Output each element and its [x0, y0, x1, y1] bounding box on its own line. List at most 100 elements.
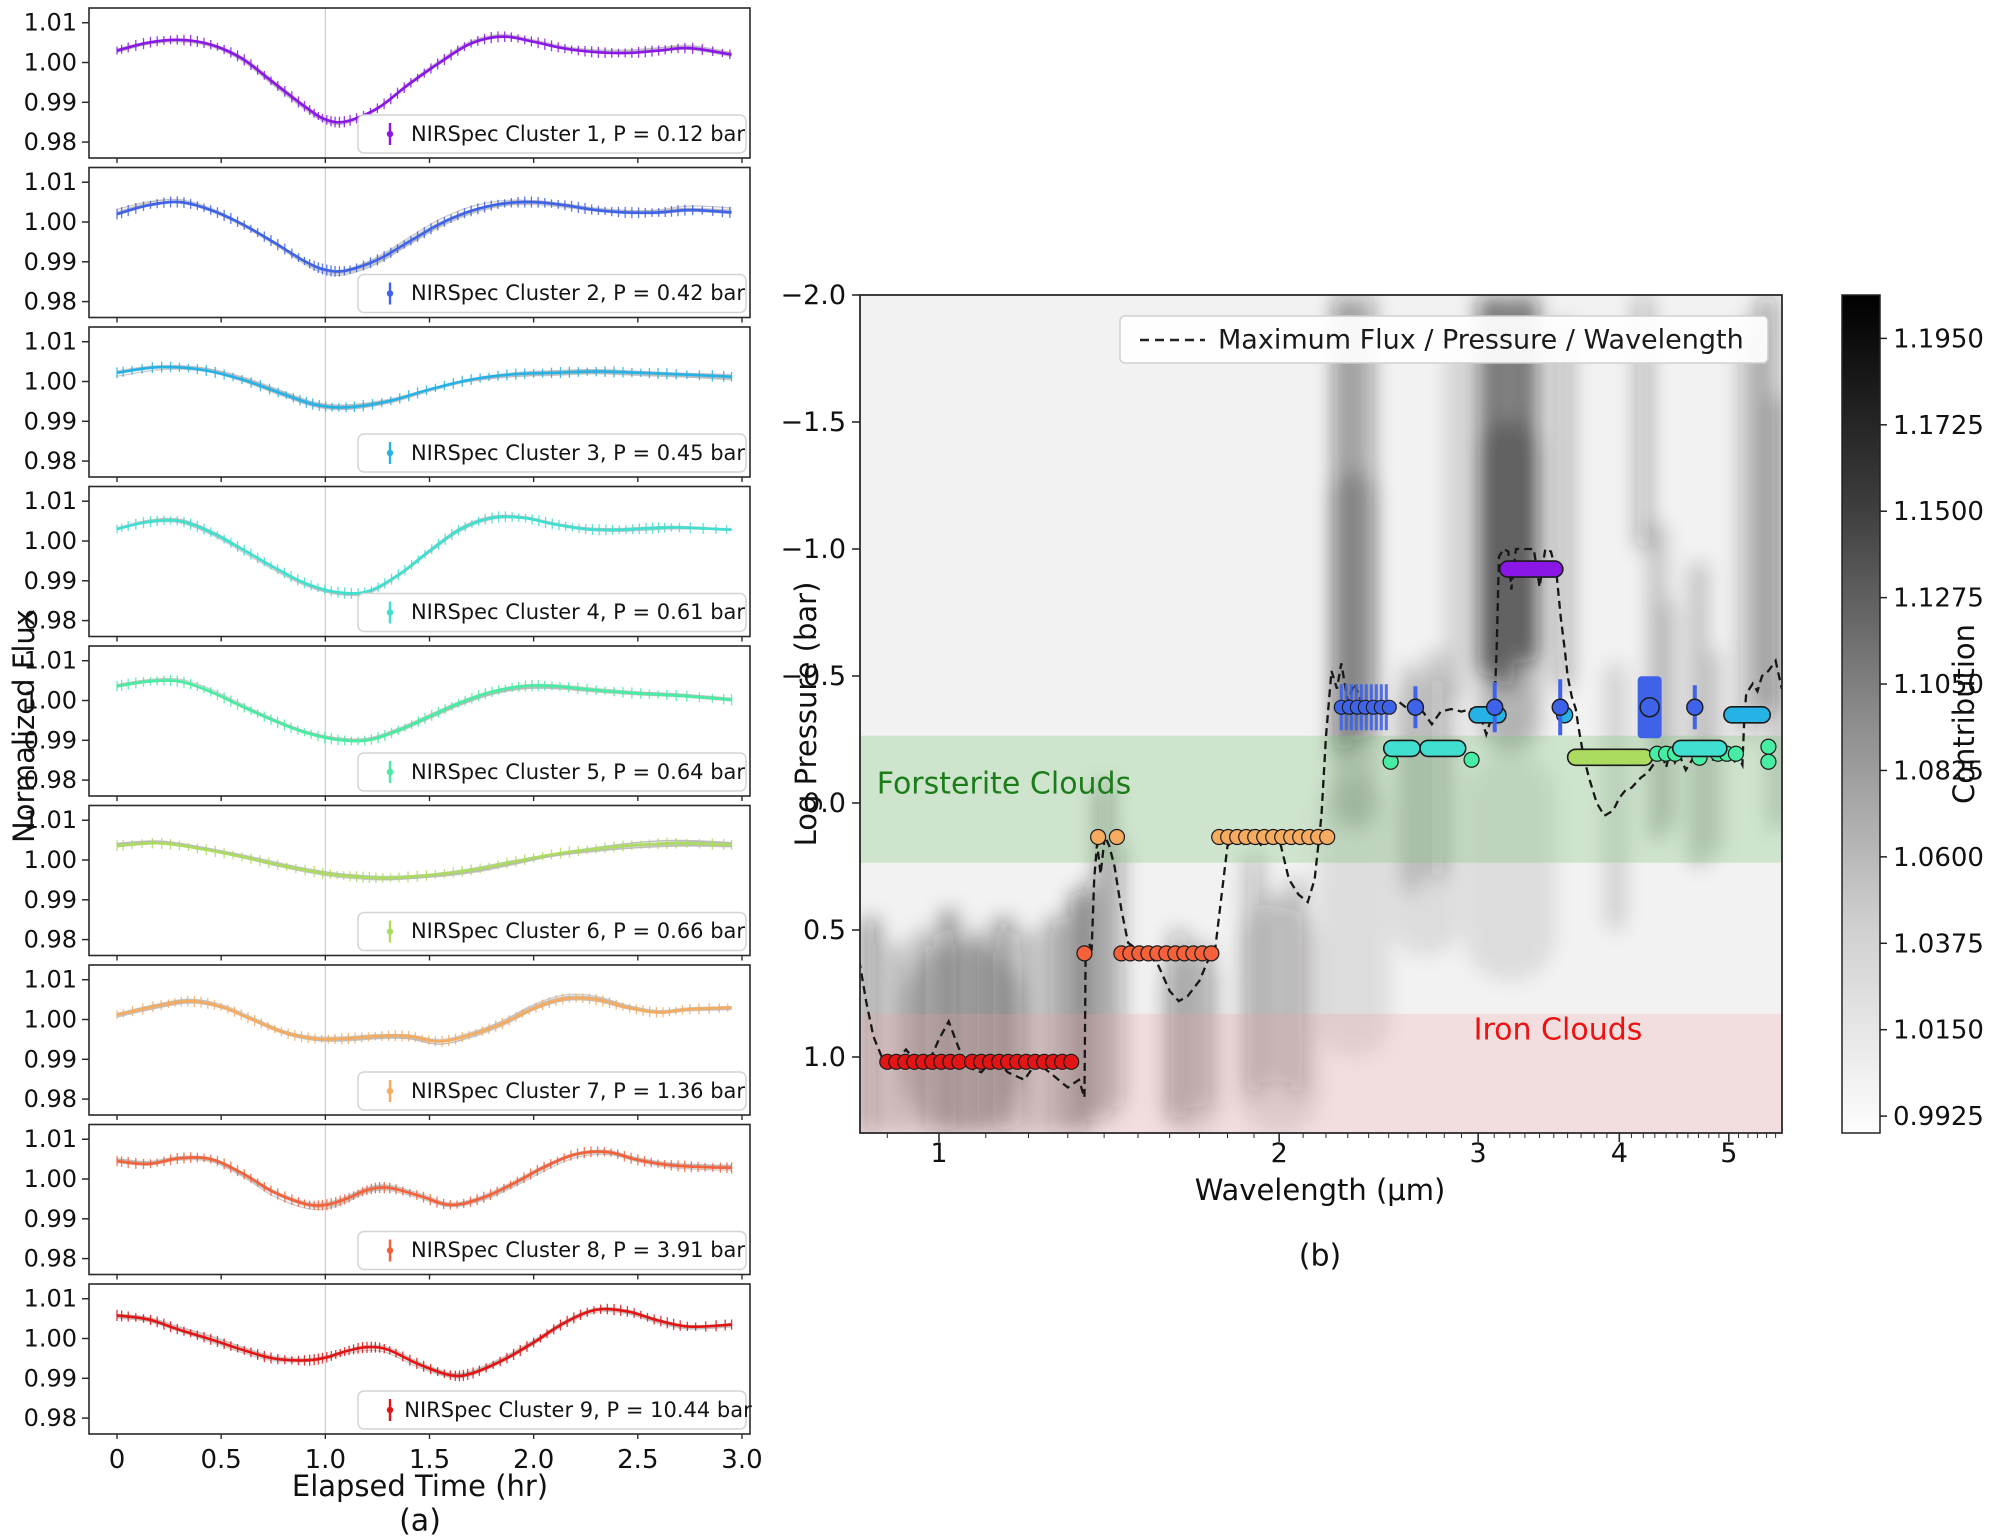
colorbar-tick: 0.9925	[1893, 1102, 1984, 1132]
panel-b-xtick: 3	[1470, 1138, 1487, 1169]
iron-clouds-label: Iron Clouds	[1473, 1012, 1643, 1048]
panel-a-ytick: 0.99	[24, 567, 77, 595]
panel-b-legend-label: Maximum Flux / Pressure / Wavelength	[1218, 324, 1744, 356]
panel-a-ylabel: Normalized Flux	[7, 609, 41, 843]
colorbar-tick: 1.1275	[1893, 584, 1984, 614]
panel-a-xtick: 1.0	[305, 1445, 346, 1475]
panel-a-ytick: 0.99	[24, 407, 77, 435]
colorbar: 1.1950 1.1725 1.1500 1.1275 1.1050 1.0825 1.06…	[1841, 294, 1984, 1134]
markers-nirspec-cluster-8	[1076, 945, 1220, 962]
panel-a-ytick: 0.99	[24, 248, 77, 276]
panel-a-ytick: 0.98	[24, 766, 77, 794]
panel-b-ytick: −0.5	[780, 661, 846, 692]
panel-a-ytick: 1.01	[24, 487, 77, 515]
panel-a-ytick: 1.00	[24, 846, 77, 874]
panel-a-ytick: 0.99	[24, 1045, 77, 1073]
legend-cluster-5: NIRSpec Cluster 5, P = 0.64 bar	[410, 760, 746, 784]
panel-a-ytick: 1.00	[24, 527, 77, 555]
panel-a-ytick: 0.99	[24, 88, 77, 116]
panel-a-ytick: 0.98	[24, 926, 77, 954]
panel-a-ytick: 1.01	[24, 9, 77, 37]
panel-a-xtick: 0	[109, 1445, 126, 1475]
legend-box-7	[357, 1071, 747, 1111]
panel-a-ytick: 1.00	[24, 1325, 77, 1353]
colorbar-tick: 1.1725	[1893, 411, 1984, 441]
panel-a-ytick: 1.01	[24, 1125, 77, 1153]
legend-box-9	[357, 1390, 747, 1430]
colorbar-tick: 1.0600	[1893, 843, 1984, 873]
markers-nirspec-cluster-9	[879, 1053, 1080, 1070]
colorbar-tick: 1.1500	[1893, 497, 1984, 527]
colorbar-tick: 1.0825	[1893, 756, 1984, 786]
panel-a-ytick: 1.01	[24, 806, 77, 834]
panel-b-xtick: 2	[1271, 1138, 1288, 1169]
panel-a-ytick: 1.00	[24, 1165, 77, 1193]
panel-a-caption: (a)	[399, 1503, 441, 1536]
legend-cluster-9: NIRSpec Cluster 9, P = 10.44 bar	[404, 1398, 752, 1422]
panel-b-ylabel: Log Pressure (bar)	[789, 581, 823, 847]
panel-a-xtick: 2.5	[617, 1445, 658, 1475]
legend-box-8	[357, 1230, 747, 1271]
panel-a-ytick: 0.98	[24, 447, 77, 475]
legend-cluster-4: NIRSpec Cluster 4, P = 0.61 bar	[410, 600, 746, 624]
panel-b-ytick: 1.0	[803, 1042, 846, 1073]
panel-a-ytick: 1.00	[24, 49, 77, 77]
panel-a-subplot-5: 1.01 1.00 0.99 0.98	[24, 645, 751, 801]
markers-nirspec-cluster-6	[1566, 748, 1654, 767]
panel-a-ytick: 0.99	[24, 886, 77, 914]
iron-band	[860, 1013, 1782, 1133]
panel-a-ytick: 1.00	[24, 368, 77, 396]
panel-a-subplot-3: 1.01 1.00 0.99 0.98	[24, 326, 751, 482]
panel-a-ytick: 1.00	[24, 1006, 77, 1034]
panel-a-ytick: 1.01	[24, 1285, 77, 1313]
panel-b-xtick: 4	[1611, 1138, 1628, 1169]
panel-a-xlabel: Elapsed Time (hr)	[291, 1469, 549, 1503]
panel-a-ytick: 1.01	[24, 966, 77, 994]
panel-a-subplot-4: 1.01 1.00 0.99 0.98	[24, 485, 751, 642]
panel-b-ytick: 0.0	[803, 788, 846, 819]
panel-a-ytick: 1.01	[24, 647, 77, 675]
legend-cluster-1: NIRSpec Cluster 1, P = 0.12 bar	[410, 122, 746, 146]
forsterite-clouds-label: Forsterite Clouds	[876, 766, 1132, 802]
panel-a-subplot-7: 1.01 1.00 0.99 0.98	[24, 964, 751, 1120]
panel-b: 1 2 3 4 5 −2.0 −1.5 −1.0 −0.5 0.0 0.5 1.0	[780, 280, 1783, 1169]
panel-a-ytick: 1.01	[24, 328, 77, 356]
panel-b-ytick: −1.0	[780, 534, 846, 565]
panel-a-ytick: 0.98	[24, 128, 77, 156]
markers-nirspec-cluster-7	[1090, 828, 1336, 846]
panel-a-ytick: 0.99	[24, 726, 77, 754]
panel-a-subplot-9: 1.01 1.00 0.99 0.98	[24, 1283, 751, 1439]
colorbar-tick: 1.0150	[1893, 1016, 1984, 1046]
panel-a-ytick: 0.98	[24, 288, 77, 316]
panel-a-xtick: 2.0	[513, 1445, 554, 1475]
markers-nirspec-cluster-4	[1382, 739, 1728, 758]
colorbar-tick: 1.1950	[1893, 324, 1984, 354]
panel-b-caption: (b)	[1298, 1238, 1342, 1274]
colorbar-label: Contribution	[1947, 623, 1981, 805]
panel-a-subplot-1: 1.01 1.00 0.99 0.98	[24, 7, 751, 163]
panel-a: 1.011.000.990.981.011.000.990.981.011.00…	[24, 7, 763, 1475]
colorbar-tick: 1.0375	[1893, 929, 1984, 959]
panel-a-xtick: 0.5	[200, 1445, 241, 1475]
panel-a-ytick: 0.98	[24, 607, 77, 635]
panel-b-ytick: 0.5	[803, 915, 846, 946]
legend-box-4	[357, 592, 747, 633]
panel-a-subplot-2: 1.01 1.00 0.99 0.98	[24, 166, 751, 323]
panel-a-subplot-8: 1.01 1.00 0.99 0.98	[24, 1123, 751, 1280]
markers-nirspec-cluster-2	[1333, 676, 1704, 739]
panel-a-ytick: 1.00	[24, 687, 77, 715]
colorbar-tick: 1.1050	[1893, 670, 1984, 700]
panel-b-xlabel: Wavelength (μm)	[1194, 1173, 1446, 1207]
legend-cluster-3: NIRSpec Cluster 3, P = 0.45 bar	[410, 441, 746, 465]
legend-cluster-7: NIRSpec Cluster 7, P = 1.36 bar	[410, 1079, 746, 1103]
panel-a-ytick: 0.98	[24, 1404, 77, 1432]
panel-a-ytick: 1.00	[24, 208, 77, 236]
markers-nirspec-cluster-1	[1498, 560, 1564, 578]
legend-box-2	[357, 273, 747, 314]
panel-b-xtick: 1	[930, 1138, 947, 1169]
panel-a-ytick: 0.99	[24, 1205, 77, 1233]
max-flux-line	[860, 547, 1782, 1098]
legend-box-3	[357, 433, 747, 473]
